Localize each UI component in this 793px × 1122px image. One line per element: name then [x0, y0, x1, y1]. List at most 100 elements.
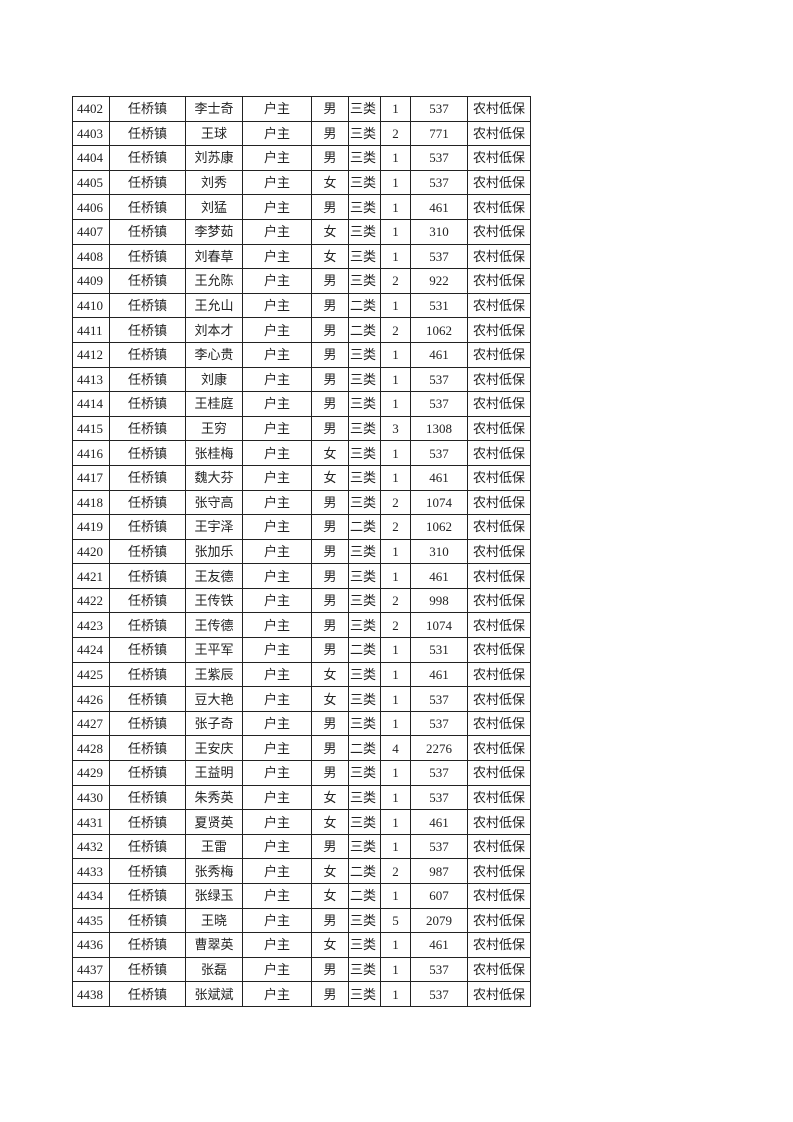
town-cell: 任桥镇 — [109, 538, 186, 565]
name-cell: 张斌斌 — [185, 981, 243, 1007]
household-size-cell: 3 — [380, 415, 411, 442]
gender-cell: 男 — [311, 341, 349, 368]
amount-cell: 537 — [410, 760, 468, 786]
town-cell: 任桥镇 — [109, 686, 186, 712]
amount-cell: 1074 — [410, 612, 468, 639]
household-size-cell: 1 — [380, 981, 411, 1007]
name-cell: 王平军 — [185, 637, 243, 663]
name-cell: 王晓 — [185, 907, 243, 934]
amount-cell: 537 — [410, 956, 468, 983]
category-cell: 三类 — [348, 464, 381, 491]
record-id-cell: 4422 — [72, 587, 110, 614]
record-id-cell: 4421 — [72, 563, 110, 589]
gender-cell: 女 — [311, 440, 349, 466]
category-cell: 三类 — [348, 686, 381, 712]
town-cell: 任桥镇 — [109, 784, 186, 811]
assistance-type-cell: 农村低保 — [467, 612, 531, 639]
gender-cell: 女 — [311, 784, 349, 811]
household-size-cell: 2 — [380, 858, 411, 884]
category-cell: 三类 — [348, 809, 381, 835]
gender-cell: 男 — [311, 637, 349, 663]
household-size-cell: 1 — [380, 96, 411, 122]
assistance-type-cell: 农村低保 — [467, 809, 531, 835]
relation-cell: 户主 — [242, 317, 312, 343]
record-id-cell: 4403 — [72, 120, 110, 147]
relation-cell: 户主 — [242, 194, 312, 220]
town-cell: 任桥镇 — [109, 341, 186, 368]
gender-cell: 男 — [311, 538, 349, 565]
table-row: 4416 任桥镇 张桂梅 户主女三类 1 537 农村低保 — [72, 440, 531, 466]
relation-cell: 户主 — [242, 710, 312, 737]
town-cell: 任桥镇 — [109, 514, 186, 540]
relation-cell: 户主 — [242, 661, 312, 688]
household-size-cell: 2 — [380, 317, 411, 343]
gender-cell: 男 — [311, 563, 349, 589]
household-size-cell: 1 — [380, 661, 411, 688]
record-id-cell: 4423 — [72, 612, 110, 639]
table-row: 4404 任桥镇 刘苏康 户主男三类 1 537 农村低保 — [72, 145, 531, 171]
assistance-type-cell: 农村低保 — [467, 833, 531, 860]
record-id-cell: 4414 — [72, 391, 110, 417]
gender-cell: 男 — [311, 956, 349, 983]
amount-cell: 1074 — [410, 489, 468, 516]
category-cell: 二类 — [348, 735, 381, 762]
table-row: 4415 任桥镇 王穷 户主男三类 3 1308 农村低保 — [72, 415, 531, 442]
assistance-type-cell: 农村低保 — [467, 932, 531, 958]
town-cell: 任桥镇 — [109, 489, 186, 516]
assistance-type-cell: 农村低保 — [467, 637, 531, 663]
household-size-cell: 2 — [380, 120, 411, 147]
category-cell: 三类 — [348, 784, 381, 811]
town-cell: 任桥镇 — [109, 194, 186, 220]
table-row: 4434 任桥镇 张绿玉 户主女二类 1 607 农村低保 — [72, 883, 531, 909]
town-cell: 任桥镇 — [109, 243, 186, 270]
amount-cell: 998 — [410, 587, 468, 614]
relation-cell: 户主 — [242, 341, 312, 368]
household-size-cell: 2 — [380, 489, 411, 516]
household-size-cell: 1 — [380, 784, 411, 811]
record-id-cell: 4436 — [72, 932, 110, 958]
record-id-cell: 4416 — [72, 440, 110, 466]
assistance-type-cell: 农村低保 — [467, 366, 531, 393]
category-cell: 三类 — [348, 563, 381, 589]
table-row: 4418 任桥镇 张守高 户主男三类 2 1074 农村低保 — [72, 489, 531, 516]
assistance-type-cell: 农村低保 — [467, 883, 531, 909]
assistance-type-cell: 农村低保 — [467, 415, 531, 442]
table-row: 4429 任桥镇 王益明 户主男三类 1 537 农村低保 — [72, 760, 531, 786]
town-cell: 任桥镇 — [109, 587, 186, 614]
amount-cell: 537 — [410, 391, 468, 417]
amount-cell: 537 — [410, 784, 468, 811]
name-cell: 王桂庭 — [185, 391, 243, 417]
town-cell: 任桥镇 — [109, 883, 186, 909]
record-id-cell: 4402 — [72, 96, 110, 122]
household-size-cell: 1 — [380, 194, 411, 220]
table-row: 4412 任桥镇 李心贵 户主男三类 1 461 农村低保 — [72, 341, 531, 368]
name-cell: 王雷 — [185, 833, 243, 860]
amount-cell: 537 — [410, 686, 468, 712]
relation-cell: 户主 — [242, 760, 312, 786]
category-cell: 三类 — [348, 391, 381, 417]
record-id-cell: 4407 — [72, 218, 110, 245]
assistance-type-cell: 农村低保 — [467, 563, 531, 589]
gender-cell: 女 — [311, 686, 349, 712]
table-row: 4420 任桥镇 张加乐 户主男三类 1 310 农村低保 — [72, 538, 531, 565]
assistance-table: 4402 任桥镇 李士奇 户主男三类 1 537 农村低保 4403 任桥镇 王球 户主男三类 2 77… — [72, 96, 531, 1007]
household-size-cell: 2 — [380, 587, 411, 614]
category-cell: 二类 — [348, 637, 381, 663]
amount-cell: 1308 — [410, 415, 468, 442]
gender-cell: 男 — [311, 366, 349, 393]
relation-cell: 户主 — [242, 833, 312, 860]
record-id-cell: 4426 — [72, 686, 110, 712]
amount-cell: 461 — [410, 194, 468, 220]
assistance-type-cell: 农村低保 — [467, 538, 531, 565]
name-cell: 张子奇 — [185, 710, 243, 737]
relation-cell: 户主 — [242, 464, 312, 491]
category-cell: 三类 — [348, 366, 381, 393]
name-cell: 王友德 — [185, 563, 243, 589]
table-row: 4437 任桥镇 张磊 户主男三类 1 537 农村低保 — [72, 956, 531, 983]
record-id-cell: 4410 — [72, 292, 110, 319]
amount-cell: 537 — [410, 243, 468, 270]
relation-cell: 户主 — [242, 145, 312, 171]
town-cell: 任桥镇 — [109, 440, 186, 466]
record-id-cell: 4409 — [72, 268, 110, 294]
assistance-type-cell: 农村低保 — [467, 317, 531, 343]
